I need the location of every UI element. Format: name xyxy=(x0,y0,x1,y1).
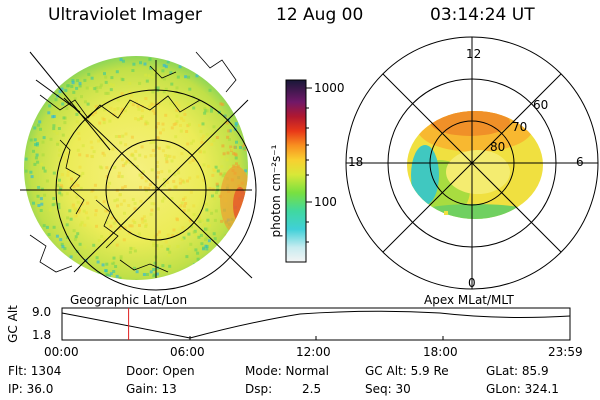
instrument-title: Ultraviolet Imager xyxy=(48,5,202,25)
right-panel-caption: Apex MLat/MLT xyxy=(424,293,514,307)
observation-time: 03:14:24 UT xyxy=(430,5,535,25)
mlt-label-6: 6 xyxy=(576,155,584,169)
mlt-label-12: 12 xyxy=(466,47,482,61)
mlat-label-80: 80 xyxy=(490,140,506,154)
observation-date: 12 Aug 00 xyxy=(276,5,364,25)
timeline-xtick-0600: 06:00 xyxy=(170,345,205,359)
colorbar-tick-100: 100 xyxy=(314,195,337,209)
timeline-xtick-1800: 18:00 xyxy=(423,345,458,359)
polar-grid xyxy=(345,36,599,290)
info-gain: Gain: 13 xyxy=(126,382,177,396)
timeline-ylabel: GC Alt xyxy=(5,305,20,343)
info-sequence: Seq: 30 xyxy=(365,382,411,396)
timeline-xtick-1200: 12:00 xyxy=(296,345,331,359)
timeline-ytick-1-8: 1.8 xyxy=(32,328,52,342)
mlat-label-60: 60 xyxy=(533,98,549,112)
timeline-xtick-0000: 00:00 xyxy=(44,345,79,359)
info-dsp-value: 2.5 xyxy=(302,382,322,396)
geographic-grid xyxy=(20,51,257,291)
colorbar-tick-1000: 1000 xyxy=(314,81,345,95)
timeline-ytick-9: 9.0 xyxy=(32,305,52,319)
info-flight: Flt: 1304 xyxy=(8,364,62,378)
info-ip: IP: 36.0 xyxy=(8,382,54,396)
mlat-label-70: 70 xyxy=(512,120,528,134)
info-gc-altitude: GC Alt: 5.9 Re xyxy=(365,364,449,378)
altitude-curve xyxy=(61,310,571,339)
coastlines xyxy=(29,51,237,273)
info-glat: GLat: 85.9 xyxy=(486,364,549,378)
info-door: Door: Open xyxy=(126,364,195,378)
mlt-label-0: 0 xyxy=(468,276,476,290)
mlt-label-18: 18 xyxy=(348,155,364,169)
info-glon: GLon: 324.1 xyxy=(486,382,559,396)
colorbar-gradient xyxy=(285,79,307,263)
timeline-xtick-2359: 23:59 xyxy=(548,345,583,359)
left-panel-caption: Geographic Lat/Lon xyxy=(70,293,188,307)
info-dsp-label: Dsp: xyxy=(245,382,273,396)
info-mode: Mode: Normal xyxy=(245,364,329,378)
